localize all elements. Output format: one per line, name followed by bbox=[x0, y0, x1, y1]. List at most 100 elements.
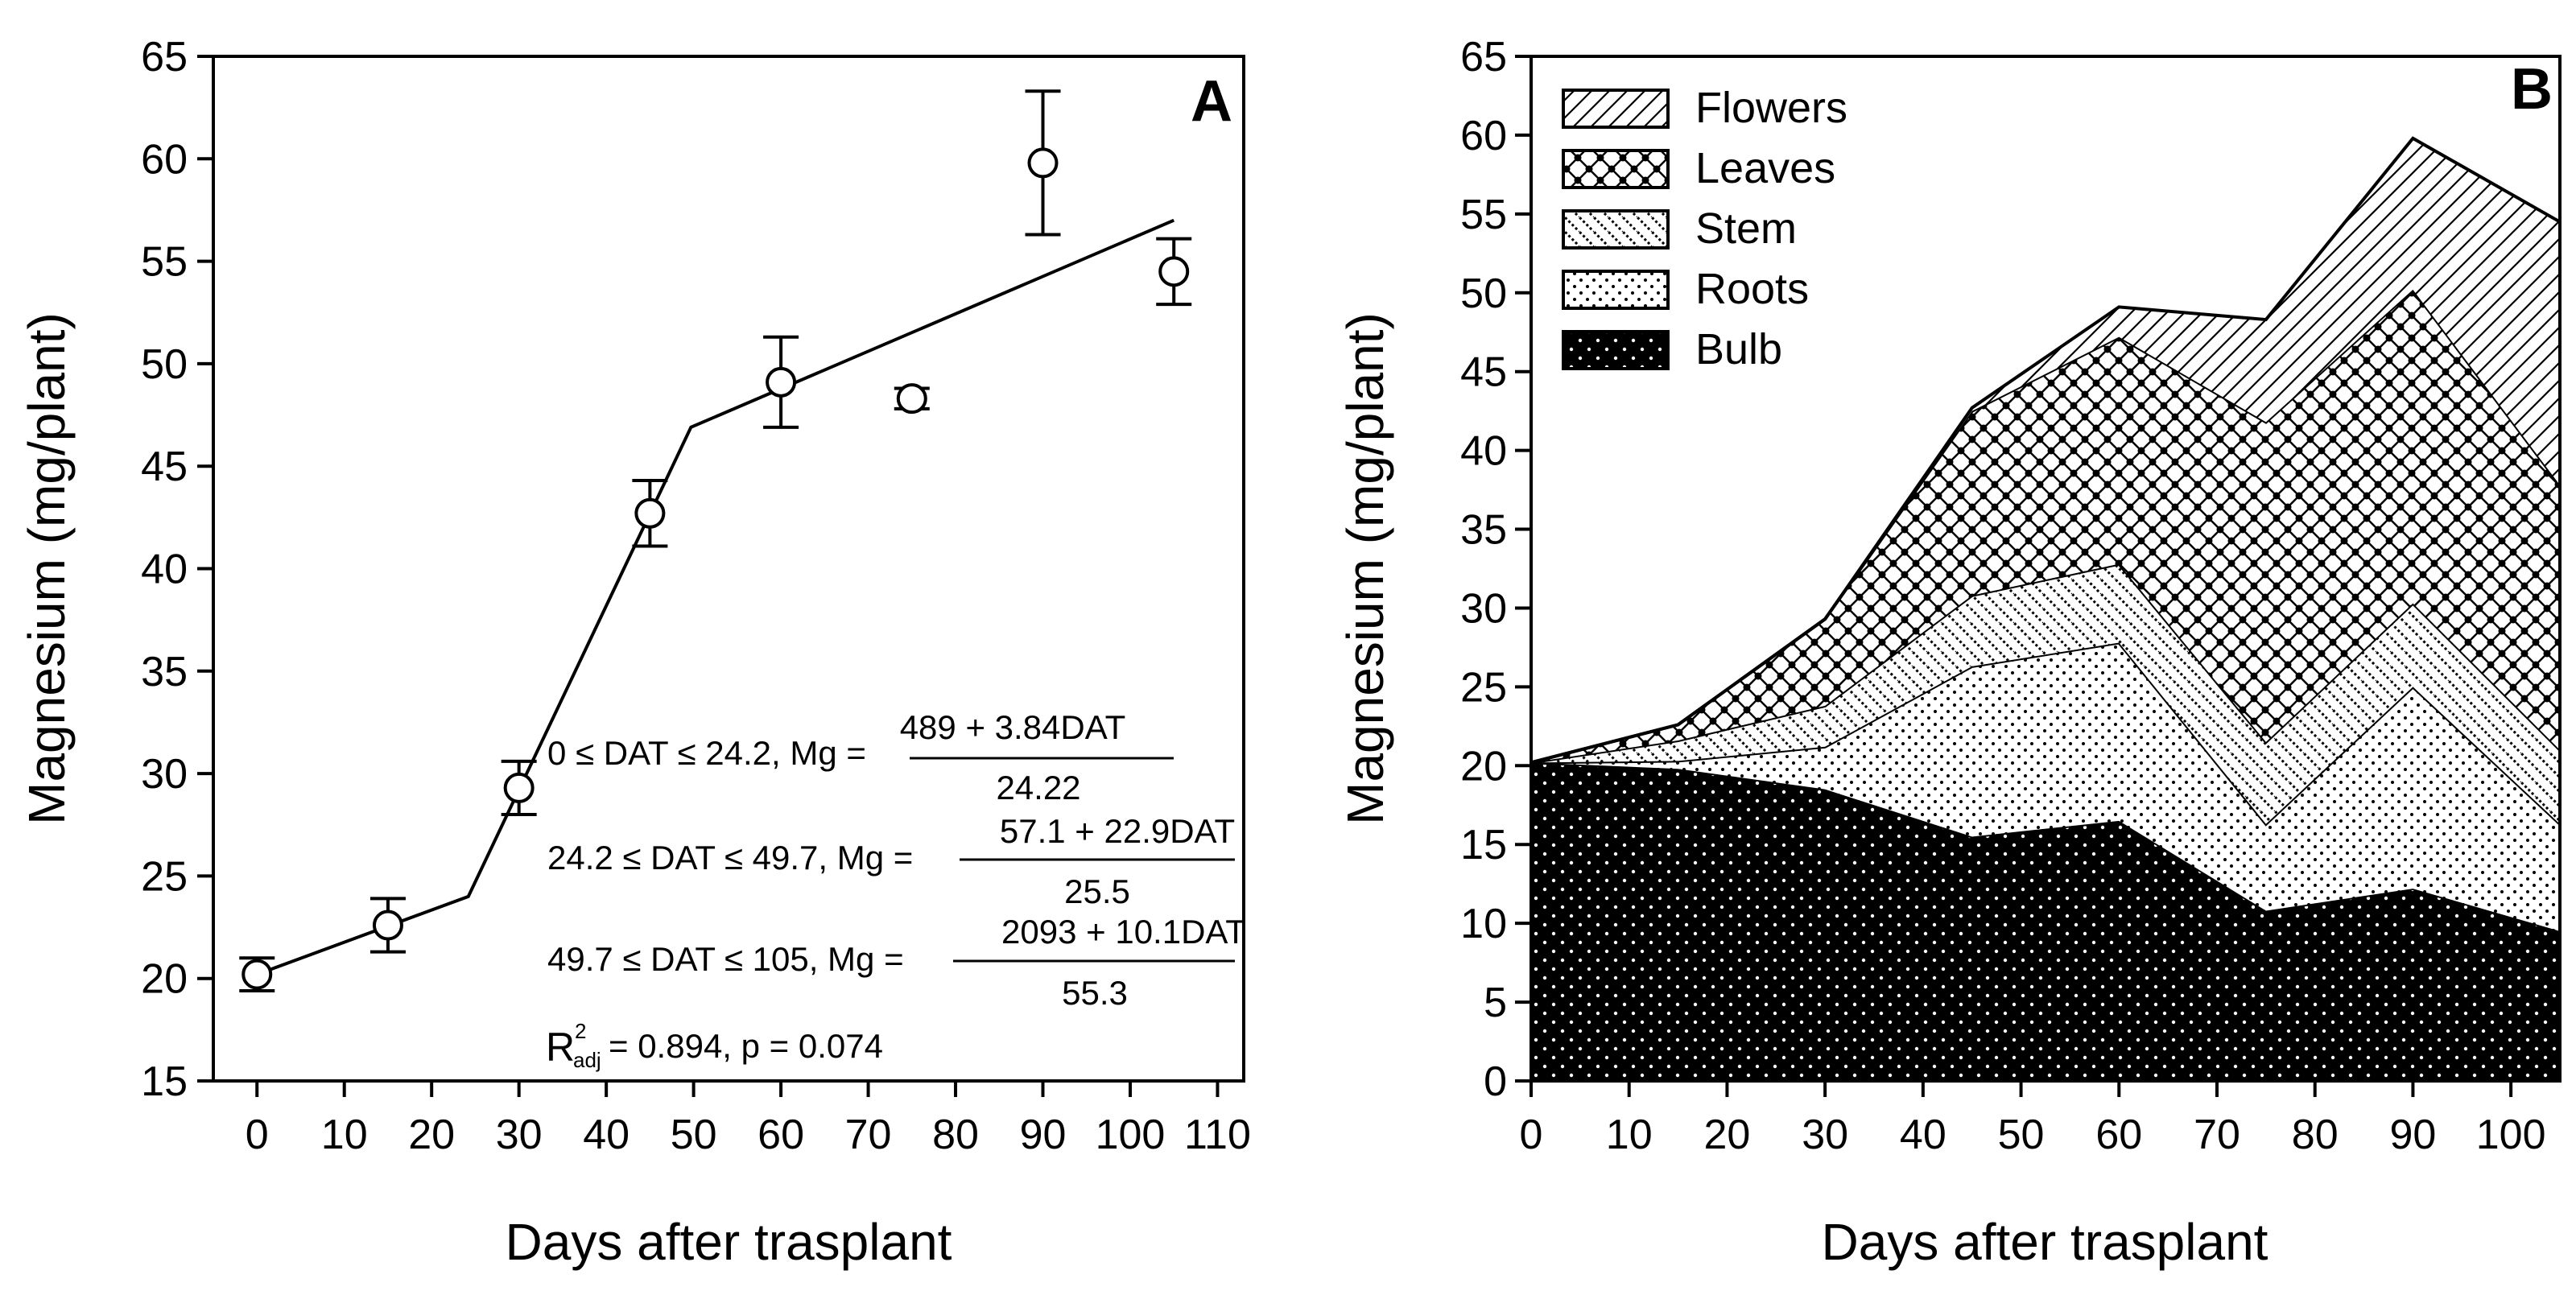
x-tick-label: 110 bbox=[1184, 1112, 1251, 1158]
x-tick-label: 70 bbox=[2194, 1112, 2240, 1158]
y-tick-label: 50 bbox=[1460, 270, 1507, 317]
x-tick-label: 60 bbox=[758, 1112, 804, 1158]
x-tick-label: 80 bbox=[932, 1112, 979, 1158]
x-tick-label: 10 bbox=[321, 1112, 368, 1158]
x-tick-label: 20 bbox=[1704, 1112, 1751, 1158]
area-flowers bbox=[1531, 138, 2560, 763]
point-marker bbox=[372, 909, 403, 941]
panel-a-label: A bbox=[1191, 69, 1232, 134]
y-tick-label: 35 bbox=[141, 649, 188, 695]
data-point bbox=[239, 956, 275, 992]
x-tick-label: 20 bbox=[408, 1112, 455, 1158]
point-marker bbox=[242, 959, 273, 990]
equation-1-numerator: 489 + 3.84DAT bbox=[900, 708, 1126, 746]
x-tick-label: 0 bbox=[1520, 1112, 1543, 1158]
x-tick-label: 50 bbox=[671, 1112, 717, 1158]
equation-3-numerator: 2093 + 10.1DAT bbox=[1001, 913, 1246, 951]
x-tick-label: 70 bbox=[845, 1112, 892, 1158]
y-tick-label: 55 bbox=[1460, 192, 1507, 238]
legend-item-flowers: Flowers bbox=[1562, 84, 1847, 132]
panel-b: 0 5 10 15 20 25 30 35 40 45 50 55 60 65 0 10 20 30 40 50 60… bbox=[1336, 34, 2562, 1271]
point-marker bbox=[896, 383, 927, 415]
y-tick-label: 10 bbox=[1460, 901, 1507, 947]
x-tick-label: 100 bbox=[1096, 1112, 1166, 1158]
y-tick-label: 40 bbox=[1460, 428, 1507, 475]
panel-b-label: B bbox=[2511, 57, 2553, 122]
y-tick-label: 45 bbox=[1460, 349, 1507, 396]
y-tick-label: 35 bbox=[1460, 507, 1507, 554]
equation-1-condition: 0 ≤ DAT ≤ 24.2, Mg = bbox=[547, 734, 866, 772]
legend-label: Roots bbox=[1695, 265, 1809, 313]
y-tick-label: 55 bbox=[141, 239, 188, 286]
x-tick-label: 0 bbox=[246, 1112, 269, 1158]
y-tick-label: 30 bbox=[1460, 585, 1507, 632]
data-point bbox=[369, 897, 406, 954]
data-point bbox=[894, 383, 930, 415]
y-tick-label: 65 bbox=[1460, 34, 1507, 80]
x-tick-label: 30 bbox=[1802, 1112, 1848, 1158]
panel-b-plot-frame bbox=[1530, 55, 2562, 1083]
equation-2-denominator: 25.5 bbox=[1064, 872, 1130, 910]
y-tick-label: 0 bbox=[1484, 1058, 1507, 1105]
r2-subscript: adj bbox=[573, 1048, 601, 1072]
panel-b-x-ticks: 0 10 20 30 40 50 60 70 80 90 100 bbox=[1520, 1081, 2546, 1158]
x-tick-label: 50 bbox=[1998, 1112, 2045, 1158]
r2-symbol: R bbox=[546, 1025, 575, 1070]
x-tick-label: 30 bbox=[496, 1112, 543, 1158]
y-tick-label: 15 bbox=[1460, 822, 1507, 868]
legend-swatch bbox=[1562, 89, 1670, 129]
equation-1-denominator: 24.22 bbox=[996, 769, 1080, 806]
panel-b-x-axis-label: Days after trasplant bbox=[1822, 1213, 2268, 1271]
equation-3-condition: 49.7 ≤ DAT ≤ 105, Mg = bbox=[547, 940, 904, 978]
equation-3-denominator: 55.3 bbox=[1062, 974, 1128, 1012]
legend-swatch bbox=[1562, 270, 1670, 310]
x-tick-label: 90 bbox=[2390, 1112, 2437, 1158]
y-tick-label: 20 bbox=[1460, 743, 1507, 790]
panel-b-y-axis-label: Magnesium (mg/plant) bbox=[1336, 312, 1394, 825]
y-tick-label: 5 bbox=[1484, 980, 1507, 1026]
area-bulb bbox=[1531, 762, 2560, 1081]
x-tick-label: 80 bbox=[2292, 1112, 2339, 1158]
area-stem bbox=[1531, 563, 2560, 824]
legend-item-bulb: Bulb bbox=[1562, 325, 1782, 373]
panel-a-equations: 0 ≤ DAT ≤ 24.2, Mg = 489 + 3.84DAT 24.22… bbox=[546, 708, 1246, 1072]
x-tick-label: 100 bbox=[2476, 1112, 2546, 1158]
x-tick-label: 40 bbox=[583, 1112, 630, 1158]
area-boundary-flowers bbox=[1530, 136, 2561, 765]
legend-swatch bbox=[1562, 330, 1670, 370]
x-tick-label: 90 bbox=[1020, 1112, 1067, 1158]
y-tick-label: 40 bbox=[141, 547, 188, 593]
panel-b-legend: Flowers Leaves Stem Roots Bulb bbox=[1562, 84, 1847, 373]
data-point bbox=[1025, 89, 1061, 237]
panel-a: 15 20 25 30 35 40 45 50 55 60 65 0 10 20 30 40 50 60 70 80… bbox=[18, 34, 1251, 1271]
panel-a-y-ticks: 15 20 25 30 35 40 45 50 55 60 65 bbox=[141, 34, 213, 1105]
y-tick-label: 15 bbox=[141, 1058, 188, 1105]
y-tick-label: 25 bbox=[141, 853, 188, 900]
x-tick-label: 60 bbox=[2095, 1112, 2142, 1158]
y-tick-label: 25 bbox=[1460, 664, 1507, 711]
equation-2-condition: 24.2 ≤ DAT ≤ 49.7, Mg = bbox=[547, 839, 913, 876]
point-marker bbox=[1027, 147, 1059, 179]
legend-item-roots: Roots bbox=[1562, 265, 1809, 313]
area-leaves bbox=[1531, 289, 2560, 763]
legend-item-stem: Stem bbox=[1562, 204, 1797, 253]
legend-label: Stem bbox=[1695, 204, 1797, 253]
legend-swatch bbox=[1562, 149, 1670, 189]
y-tick-label: 45 bbox=[141, 443, 188, 490]
r2-value: = 0.894, p = 0.074 bbox=[609, 1027, 883, 1065]
panel-a-fit-line bbox=[256, 218, 1175, 976]
legend-label: Bulb bbox=[1695, 325, 1782, 373]
point-marker bbox=[503, 772, 535, 803]
data-point bbox=[1156, 237, 1192, 307]
fit-line bbox=[256, 218, 1175, 976]
panel-b-y-ticks: 0 5 10 15 20 25 30 35 40 45 50 55 60 65 bbox=[1460, 34, 1531, 1105]
legend-label: Flowers bbox=[1695, 84, 1847, 132]
panel-a-y-axis-label: Magnesium (mg/plant) bbox=[18, 312, 76, 825]
r2-superscript: 2 bbox=[575, 1019, 586, 1043]
panel-a-x-axis-label: Days after trasplant bbox=[506, 1213, 952, 1271]
x-tick-label: 40 bbox=[1900, 1112, 1946, 1158]
data-point bbox=[501, 759, 537, 817]
panel-a-x-ticks: 0 10 20 30 40 50 60 70 80 90 100 110 bbox=[246, 1081, 1251, 1158]
point-marker bbox=[634, 497, 666, 529]
